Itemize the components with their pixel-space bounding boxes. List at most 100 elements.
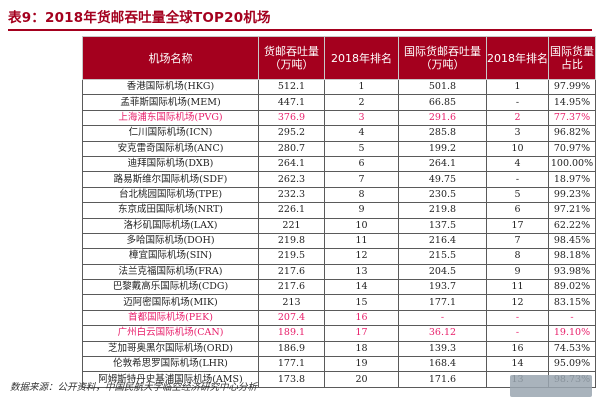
cell-intl-rank: - — [486, 94, 549, 111]
cell-intl-volume: 177.1 — [398, 294, 487, 311]
table-row: 香港国际机场(HKG) 512.1 1 501.8 1 97.99% — [82, 78, 596, 96]
table-header-row: 机场名称 货邮吞吐量 （万吨） 2018年排名 国际货邮吞吐量 （万吨） 201… — [82, 36, 596, 80]
cell-rank: 6 — [324, 155, 399, 173]
source-note: 数据来源：公开资料，中国民航大学临空经济研究中心分析 — [10, 382, 258, 393]
cell-volume: 189.1 — [258, 325, 325, 342]
cell-rank: 13 — [324, 263, 399, 281]
cell-name: 多哈国际机场(DOH) — [82, 232, 259, 250]
table-row: 多哈国际机场(DOH) 219.8 11 216.4 7 98.45% — [82, 232, 596, 250]
header-airport-name: 机场名称 — [82, 36, 259, 80]
cell-volume: 226.1 — [258, 202, 325, 219]
header-intl-volume: 国际货邮吞吐量 （万吨） — [398, 36, 487, 80]
cell-rank: 14 — [324, 279, 399, 296]
table-row: 上海浦东国际机场(PVG) 376.9 3 291.6 2 77.37% — [82, 109, 596, 127]
cell-intl-rank: 14 — [486, 356, 549, 373]
cell-share: 96.82% — [548, 125, 596, 142]
cell-volume: 221 — [258, 217, 325, 234]
cell-share: 93.98% — [548, 263, 596, 281]
cell-intl-rank: 17 — [486, 217, 549, 234]
cell-name: 洛杉矶国际机场(LAX) — [82, 217, 259, 234]
table-row: 樟宜国际机场(SIN) 219.5 12 215.5 8 98.18% — [82, 248, 596, 265]
cell-volume: 447.1 — [258, 94, 325, 111]
cell-name: 迪拜国际机场(DXB) — [82, 155, 259, 173]
cell-rank: 18 — [324, 340, 399, 358]
cell-intl-rank: 8 — [486, 248, 549, 265]
cell-volume: 217.6 — [258, 263, 325, 281]
cell-name: 上海浦东国际机场(PVG) — [82, 109, 259, 127]
header-intl-volume-line1: 国际货邮吞吐量 — [404, 45, 481, 58]
table-row: 东京成田国际机场(NRT) 226.1 9 219.8 6 97.21% — [82, 202, 596, 219]
cell-volume: 512.1 — [258, 78, 325, 96]
cell-share: 83.15% — [548, 294, 596, 311]
cell-name: 首都国际机场(PEK) — [82, 309, 259, 327]
cell-volume: 262.3 — [258, 171, 325, 188]
cell-intl-volume: 36.12 — [398, 325, 487, 342]
cell-name: 路易斯维尔国际机场(SDF) — [82, 171, 259, 188]
cell-rank: 10 — [324, 217, 399, 234]
cell-share: 74.53% — [548, 340, 596, 358]
cell-intl-rank: 16 — [486, 340, 549, 358]
cell-volume: 207.4 — [258, 309, 325, 327]
cell-rank: 7 — [324, 171, 399, 188]
cell-share: 98.45% — [548, 232, 596, 250]
header-share: 国际货量 占比 — [548, 36, 596, 80]
cell-name: 樟宜国际机场(SIN) — [82, 248, 259, 265]
cell-intl-rank: 6 — [486, 202, 549, 219]
cell-name: 孟菲斯国际机场(MEM) — [82, 94, 259, 111]
cell-intl-rank: - — [486, 171, 549, 188]
cell-volume: 217.6 — [258, 279, 325, 296]
cell-intl-rank: - — [486, 325, 549, 342]
cell-intl-volume: 204.5 — [398, 263, 487, 281]
cell-rank: 12 — [324, 248, 399, 265]
header-intl-rank: 2018年排名 — [486, 36, 549, 80]
cell-volume: 177.1 — [258, 356, 325, 373]
table-row: 法兰克福国际机场(FRA) 217.6 13 204.5 9 93.98% — [82, 263, 596, 281]
cell-intl-rank: 10 — [486, 140, 549, 157]
cell-share: 99.23% — [548, 186, 596, 204]
cell-intl-rank: 5 — [486, 186, 549, 204]
cell-share: 95.09% — [548, 356, 596, 373]
cell-name: 巴黎戴高乐国际机场(CDG) — [82, 279, 259, 296]
ranking-table: 机场名称 货邮吞吐量 （万吨） 2018年排名 国际货邮吞吐量 （万吨） 201… — [82, 36, 596, 388]
cell-share: - — [548, 309, 596, 327]
cell-volume: 219.8 — [258, 232, 325, 250]
cell-intl-volume: 501.8 — [398, 78, 487, 96]
cell-share: 14.95% — [548, 94, 596, 111]
cell-intl-rank: 4 — [486, 155, 549, 173]
cell-intl-volume: 230.5 — [398, 186, 487, 204]
cell-name: 安克雷奇国际机场(ANC) — [82, 140, 259, 157]
table-row: 巴黎戴高乐国际机场(CDG) 217.6 14 193.7 11 89.02% — [82, 279, 596, 296]
cell-intl-volume: 285.8 — [398, 125, 487, 142]
cell-share: 77.37% — [548, 109, 596, 127]
table-body: 香港国际机场(HKG) 512.1 1 501.8 1 97.99% 孟菲斯国际机场(MEM… — [82, 78, 596, 388]
cell-name: 法兰克福国际机场(FRA) — [82, 263, 259, 281]
table-row: 芝加哥奥黑尔国际机场(ORD) 186.9 18 139.3 16 74.53% — [82, 340, 596, 358]
header-rank: 2018年排名 — [324, 36, 399, 80]
cell-rank: 20 — [324, 371, 399, 388]
cell-intl-rank: - — [486, 309, 549, 327]
cell-volume: 173.8 — [258, 371, 325, 388]
table-row: 路易斯维尔国际机场(SDF) 262.3 7 49.75-18.97% — [82, 171, 596, 188]
cell-volume: 376.9 — [258, 109, 325, 127]
header-volume: 货邮吞吐量 （万吨） — [258, 36, 325, 80]
table-row: 广州白云国际机场(CAN) 189.1 17 36.12-19.10% — [82, 325, 596, 342]
cell-rank: 16 — [324, 309, 399, 327]
header-share-line1: 国际货量 — [550, 45, 594, 58]
header-volume-line1: 货邮吞吐量 — [264, 45, 319, 58]
cell-rank: 15 — [324, 294, 399, 311]
cell-rank: 17 — [324, 325, 399, 342]
table-row: 迈阿密国际机场(MIK) 213 15 177.1 12 83.15% — [82, 294, 596, 311]
cell-intl-volume: 193.7 — [398, 279, 487, 296]
table-row: 仁川国际机场(ICN) 295.2 4 285.8 3 96.82% — [82, 125, 596, 142]
cell-share: 100.00% — [548, 155, 596, 173]
cell-share: 18.97% — [548, 171, 596, 188]
cell-share: 89.02% — [548, 279, 596, 296]
cell-share: 19.10% — [548, 325, 596, 342]
cell-rank: 19 — [324, 356, 399, 373]
cell-rank: 3 — [324, 109, 399, 127]
header-volume-line2: （万吨） — [269, 58, 314, 71]
cell-name: 香港国际机场(HKG) — [82, 78, 259, 96]
cell-name: 芝加哥奥黑尔国际机场(ORD) — [82, 340, 259, 358]
cell-rank: 4 — [324, 125, 399, 142]
